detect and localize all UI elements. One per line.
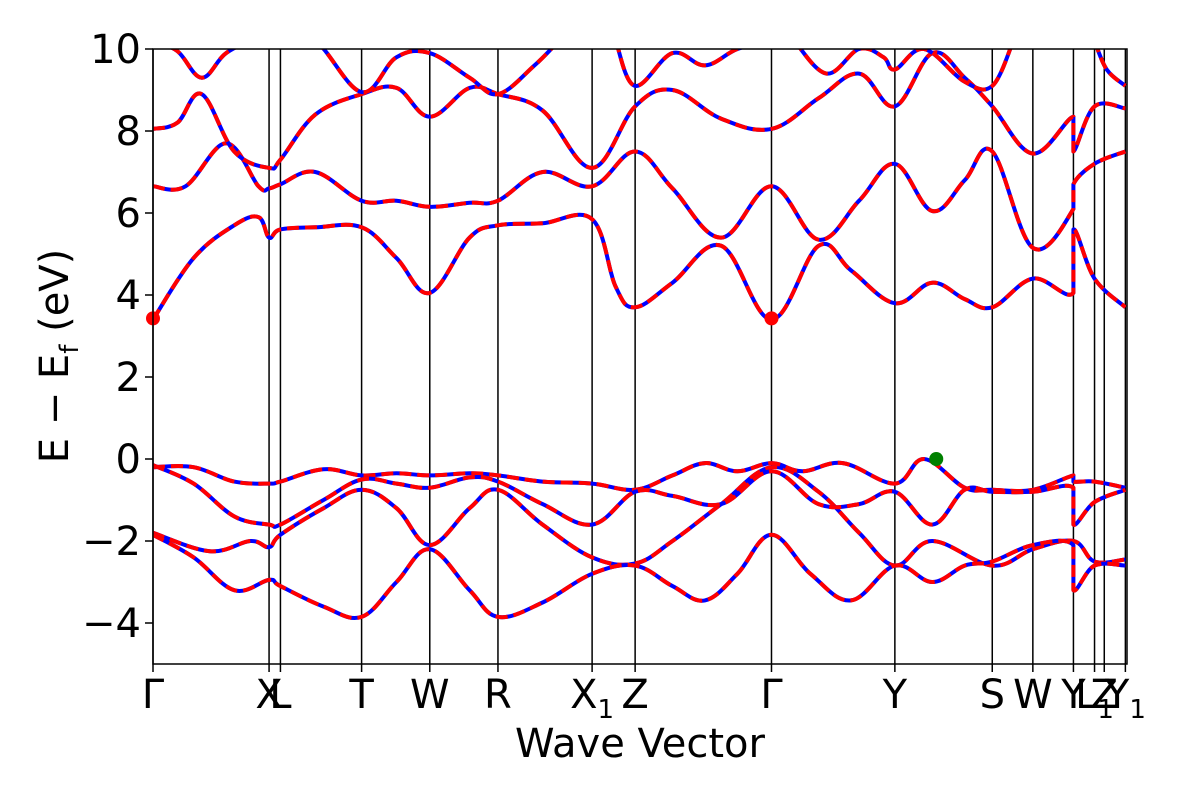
band-line-spin-down	[153, 457, 1126, 493]
plot-frame	[152, 48, 1128, 665]
y-tick-label: −2	[82, 519, 141, 565]
x-tick-label: W	[1013, 672, 1053, 718]
y-axis-label: E − Ef (eV)	[32, 249, 85, 464]
x-tick-label: Y1	[1104, 672, 1146, 725]
x-tick-label: Γ	[142, 672, 165, 718]
band-line-spin-down	[616, 49, 744, 88]
cbm-marker	[764, 311, 779, 326]
x-tick-label: Y	[1060, 672, 1086, 718]
x-tick-label: X1	[570, 672, 614, 725]
band-line-spin-up	[153, 532, 1126, 620]
bands-layer	[153, 49, 1127, 620]
band-line-spin-down	[170, 49, 237, 80]
x-tick-label: Z	[621, 672, 648, 718]
band-line-spin-up	[170, 49, 237, 80]
x-tick-label: W	[410, 672, 450, 718]
band-line-spin-up	[1095, 49, 1127, 88]
x-tick-label: S	[980, 672, 1005, 718]
vbm-marker	[929, 452, 944, 466]
band-line-spin-up	[153, 212, 1127, 322]
band-line-spin-down	[153, 532, 1126, 620]
band-line-spin-down	[153, 141, 1127, 252]
band-line-spin-down	[320, 49, 554, 97]
x-tick-label: R	[484, 672, 512, 718]
band-line-spin-up	[616, 49, 744, 88]
band-line-spin-down	[153, 463, 1127, 529]
x-tick-label: Z	[1091, 672, 1118, 718]
x-tick-label: Y	[882, 672, 908, 718]
x-tick-label: Γ	[760, 672, 783, 718]
markers-layer	[146, 311, 944, 466]
x-axis-label: Wave Vector	[515, 721, 766, 767]
y-axis-ticks: −4 −2 0 2 4 6 8 10	[82, 27, 153, 647]
x-tick-label: L	[269, 672, 292, 718]
x-tick-label: T	[348, 672, 374, 718]
band-line-spin-down	[798, 49, 1013, 92]
band-line-spin-down	[1095, 49, 1127, 88]
high-symmetry-lines	[152, 49, 1127, 664]
band-line-spin-up	[153, 141, 1127, 252]
band-line-spin-up	[798, 49, 1013, 92]
band-line-spin-down	[153, 212, 1127, 322]
x-tick-label: X	[255, 672, 282, 718]
y-tick-label: 8	[116, 109, 141, 155]
band-line-spin-down	[153, 50, 1126, 171]
y-tick-label: 6	[116, 191, 141, 237]
y-tick-label: 10	[90, 27, 141, 73]
y-tick-label: −4	[82, 601, 141, 647]
x-tick-label: L1	[1075, 672, 1114, 725]
band-line-spin-up	[320, 49, 554, 97]
y-tick-label: 4	[116, 273, 141, 319]
y-tick-label: 2	[116, 355, 141, 401]
y-tick-label: 0	[116, 437, 141, 483]
